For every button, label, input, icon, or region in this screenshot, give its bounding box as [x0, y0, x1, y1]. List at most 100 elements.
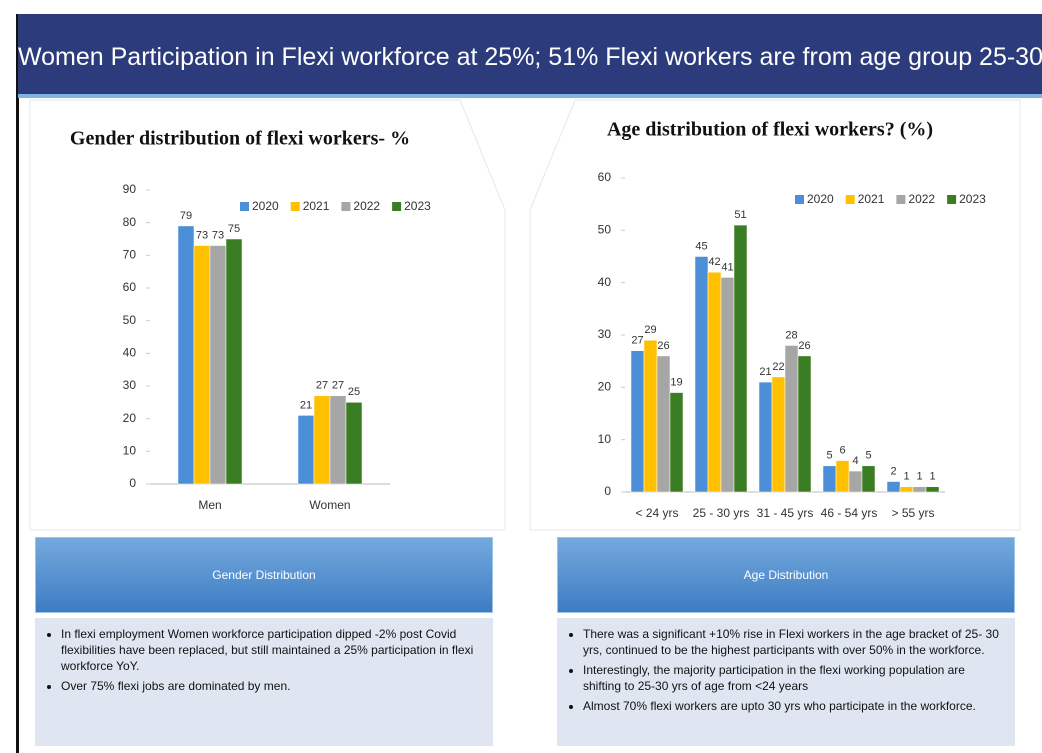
y-tick-label: 40: [123, 346, 137, 360]
y-tick-label: 60: [598, 170, 612, 184]
legend-swatch: [392, 202, 402, 211]
panel-body: In flexi employment Women workforce part…: [35, 618, 493, 746]
bar: [694, 256, 709, 493]
legend-swatch: [845, 195, 855, 204]
x-tick-label: 25 - 30 yrs: [693, 506, 750, 520]
value-label: 22: [772, 361, 784, 373]
panel-heading: Gender Distribution: [35, 537, 493, 613]
bar: [925, 486, 940, 493]
chart-title: Age distribution of flexi workers? (%): [607, 119, 933, 141]
y-tick-label: 20: [123, 411, 137, 425]
y-tick-label: 20: [598, 380, 612, 394]
value-label: 27: [631, 335, 643, 347]
bar: [771, 376, 786, 493]
bar: [720, 277, 735, 493]
panel-outline: [29, 99, 506, 531]
value-label: 26: [657, 340, 669, 352]
value-label: 28: [785, 329, 797, 341]
legend-label: 2020: [252, 199, 279, 213]
bar: [345, 402, 363, 485]
bar: [784, 345, 799, 493]
value-label: 27: [316, 380, 328, 392]
bar: [630, 350, 645, 493]
bullet: Interestingly, the majority participatio…: [583, 662, 1003, 694]
bar: [193, 245, 211, 485]
panel-body: There was a significant +10% rise in Fle…: [557, 618, 1015, 746]
y-tick-label: 30: [123, 378, 137, 392]
value-label: 2: [890, 465, 896, 477]
legend-label: 2021: [303, 199, 330, 213]
value-label: 51: [734, 209, 746, 221]
chart-title: Gender distribution of flexi workers- %: [70, 128, 410, 150]
value-label: 5: [826, 450, 832, 462]
bar: [177, 225, 195, 485]
value-label: 25: [348, 386, 360, 398]
y-tick-label: 40: [598, 275, 612, 289]
y-tick-label: 0: [604, 484, 611, 498]
legend-label: 2022: [908, 192, 935, 206]
value-label: 1: [929, 471, 935, 483]
y-tick-label: 60: [123, 280, 137, 294]
legend-label: 2022: [353, 199, 380, 213]
bar: [758, 381, 773, 493]
value-label: 75: [228, 223, 240, 235]
legend-swatch: [947, 195, 957, 204]
header-title: Women Participation in Flexi workforce a…: [18, 14, 1042, 98]
x-tick-label: Women: [309, 498, 350, 512]
value-label: 79: [180, 210, 192, 222]
value-label: 73: [212, 229, 224, 241]
legend-swatch: [795, 195, 804, 204]
bullet-list: In flexi employment Women workforce part…: [53, 626, 481, 694]
value-label: 26: [798, 340, 810, 352]
y-tick-label: 70: [123, 248, 137, 262]
y-tick-label: 50: [598, 223, 612, 237]
legend-label: 2020: [807, 192, 834, 206]
y-tick-label: 0: [129, 476, 136, 490]
bar: [656, 355, 671, 493]
x-tick-label: > 55 yrs: [891, 506, 934, 520]
bar: [225, 238, 243, 485]
bar: [297, 415, 315, 485]
y-tick-label: 30: [598, 327, 612, 341]
value-label: 21: [759, 366, 771, 378]
bullet: There was a significant +10% rise in Fle…: [583, 626, 1003, 658]
bar: [848, 470, 863, 493]
legend-swatch: [240, 202, 249, 211]
bar: [899, 486, 914, 493]
panel-heading: Age Distribution: [557, 537, 1015, 613]
value-label: 41: [721, 261, 733, 273]
bar: [822, 465, 837, 493]
bar: [733, 224, 748, 493]
value-label: 21: [300, 399, 312, 411]
bar: [669, 392, 684, 493]
bullet: Over 75% flexi jobs are dominated by men…: [61, 678, 481, 694]
legend-swatch: [290, 202, 300, 211]
value-label: 5: [865, 450, 871, 462]
x-tick-label: 46 - 54 yrs: [821, 506, 878, 520]
bullet-list: There was a significant +10% rise in Fle…: [575, 626, 1003, 714]
y-tick-label: 10: [598, 432, 612, 446]
bar: [797, 355, 812, 493]
value-label: 1: [916, 471, 922, 483]
bar: [912, 486, 927, 493]
value-label: 19: [670, 376, 682, 388]
value-label: 6: [839, 445, 845, 457]
x-tick-label: 31 - 45 yrs: [757, 506, 814, 520]
legend-label: 2021: [858, 192, 885, 206]
x-tick-label: Men: [198, 498, 221, 512]
bar: [861, 465, 876, 493]
value-label: 45: [695, 240, 707, 252]
bar: [329, 395, 347, 485]
y-tick-label: 80: [123, 215, 137, 229]
y-tick-label: 50: [123, 313, 137, 327]
value-label: 1: [903, 471, 909, 483]
bar: [209, 245, 227, 485]
legend-label: 2023: [959, 192, 986, 206]
value-label: 4: [852, 455, 858, 467]
value-label: 73: [196, 229, 208, 241]
bullet: Almost 70% flexi workers are upto 30 yrs…: [583, 698, 1003, 714]
bar: [707, 271, 722, 493]
y-tick-label: 10: [123, 444, 137, 458]
